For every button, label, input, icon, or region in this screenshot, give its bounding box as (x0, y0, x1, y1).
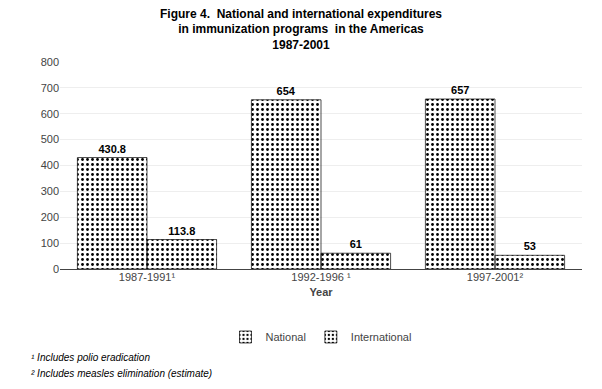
svg-text:700: 700 (41, 82, 59, 94)
svg-text:430.8: 430.8 (98, 143, 126, 155)
svg-text:International: International (351, 331, 412, 343)
svg-text:1987-1991¹: 1987-1991¹ (119, 271, 176, 283)
svg-text:500: 500 (41, 133, 59, 145)
svg-text:654: 654 (277, 85, 296, 97)
svg-text:1997-2001²: 1997-2001² (467, 271, 524, 283)
svg-text:Year: Year (309, 286, 333, 298)
svg-text:Figure 4. National and intern: Figure 4. National and international exp… (160, 7, 442, 52)
svg-text:100: 100 (41, 237, 59, 249)
svg-text:300: 300 (41, 185, 59, 197)
svg-text:200: 200 (41, 211, 59, 223)
svg-text:400: 400 (41, 159, 59, 171)
svg-text:0: 0 (53, 263, 59, 275)
svg-text:² Includes measles elimination: ² Includes measles elimination (estimate… (31, 368, 212, 379)
svg-text:National: National (266, 331, 306, 343)
svg-text:53: 53 (524, 240, 536, 252)
svg-text:800: 800 (41, 56, 59, 68)
svg-text:657: 657 (451, 84, 469, 96)
svg-text:61: 61 (350, 238, 362, 250)
svg-text:¹ Includes polio eradication: ¹ Includes polio eradication (31, 352, 150, 363)
svg-text:1992-1996 ¹: 1992-1996 ¹ (291, 271, 351, 283)
svg-text:600: 600 (41, 108, 59, 120)
svg-text:113.8: 113.8 (168, 225, 195, 237)
